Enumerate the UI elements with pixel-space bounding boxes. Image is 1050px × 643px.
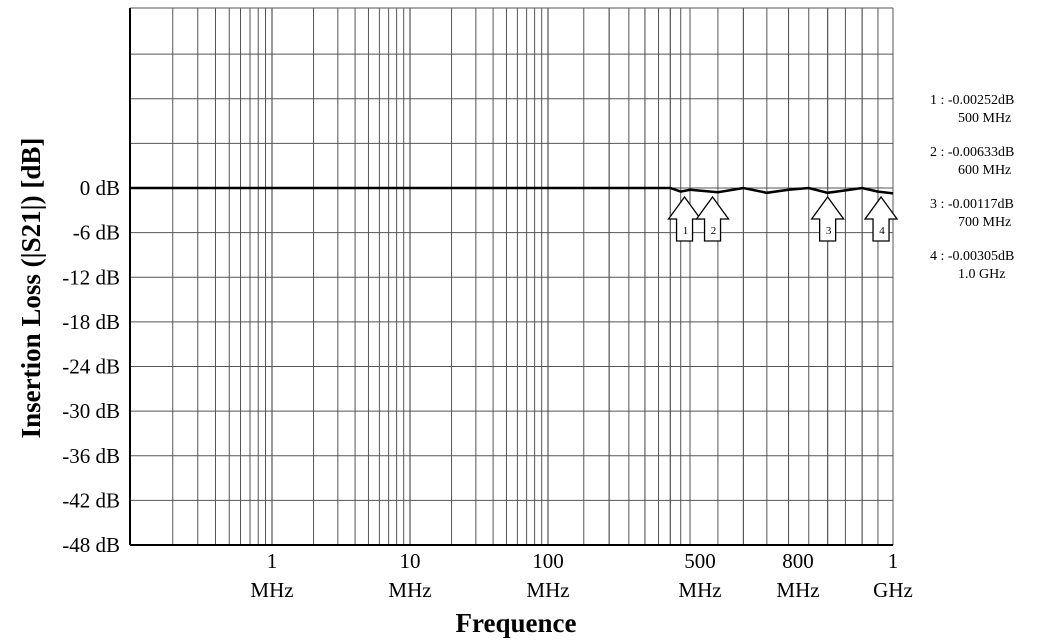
x-tick-unit: GHz (873, 578, 913, 602)
y-tick-label: -18 dB (62, 310, 120, 334)
x-tick-unit: MHz (388, 578, 431, 602)
y-tick-label: -30 dB (62, 399, 120, 423)
y-axis-label: Insertion Loss (|S21|) [dB] (16, 138, 46, 439)
x-tick-unit: MHz (776, 578, 819, 602)
marker-arrow-label: 4 (879, 225, 885, 237)
axes (129, 8, 893, 546)
marker-entry-freq: 1.0 GHz (958, 267, 1006, 282)
marker-entry: 3 : -0.00117dB 700 MHz (930, 196, 1045, 232)
marker-entry-freq: 500 MHz (958, 111, 1012, 126)
x-tick-unit: MHz (526, 578, 569, 602)
marker-entry-value: -0.00305dB (947, 249, 1015, 264)
marker-arrow-shape (695, 195, 730, 242)
marker-arrow-label: 2 (711, 225, 717, 237)
marker-entry-freq: 600 MHz (958, 163, 1012, 178)
marker-entry-id: 2 : (930, 145, 948, 160)
y-tick-label: 0 dB (80, 176, 120, 200)
grid (129, 7, 894, 546)
marker-entry-id: 3 : (930, 197, 948, 212)
y-tick-label: -24 dB (62, 355, 120, 379)
marker-entry-value: -0.00117dB (947, 197, 1014, 212)
marker-arrow-label: 1 (683, 225, 689, 237)
marker-entry-value: -0.00252dB (947, 93, 1015, 108)
x-tick-unit: MHz (678, 578, 721, 602)
x-tick-unit: MHz (250, 578, 293, 602)
marker-readout-list: 1 : -0.00252dB 500 MHz 2 : -0.00633dB 600 M… (930, 92, 1045, 300)
y-tick-label: -36 dB (62, 444, 120, 468)
marker-entry: 2 : -0.00633dB 600 MHz (930, 144, 1045, 180)
marker-entry-freq: 700 MHz (958, 215, 1012, 230)
marker-entry-value: -0.00633dB (947, 145, 1015, 160)
marker-arrow-label: 3 (826, 225, 832, 237)
markers: 1 2 3 4 (667, 195, 899, 242)
series-line (130, 186, 894, 195)
marker-arrow: 2 (695, 195, 730, 242)
marker-entry: 4 : -0.00305dB 1.0 GHz (930, 248, 1045, 284)
x-tick-value: 100 (532, 549, 564, 573)
x-tick-value: 1 (888, 549, 899, 573)
marker-arrow: 3 (810, 195, 845, 242)
y-tick-labels: 0 dB -6 dB -12 dB -18 dB -24 dB -30 dB -36 dB -… (62, 176, 120, 557)
y-tick-label: -48 dB (62, 533, 120, 557)
x-tick-value: 1 (267, 549, 278, 573)
marker-entry: 1 : -0.00252dB 500 MHz (930, 92, 1045, 128)
x-tick-labels: 1 MHz 10 MHz 100 MHz 500 MHz 800 MHz 1 GHz (250, 549, 912, 602)
x-tick-value: 500 (684, 549, 716, 573)
x-tick-value: 800 (782, 549, 814, 573)
x-axis-label: Frequence (456, 608, 577, 638)
marker-arrow-shape (863, 195, 899, 242)
x-tick-value: 10 (400, 549, 421, 573)
marker-arrow: 4 (863, 195, 899, 242)
y-tick-label: -6 dB (73, 221, 120, 245)
y-tick-label: -12 dB (62, 265, 120, 289)
marker-entry-id: 4 : (930, 249, 948, 264)
y-tick-label: -42 dB (62, 488, 120, 512)
marker-entry-id: 1 : (930, 93, 948, 108)
marker-arrow-shape (810, 195, 845, 242)
series (130, 186, 894, 195)
